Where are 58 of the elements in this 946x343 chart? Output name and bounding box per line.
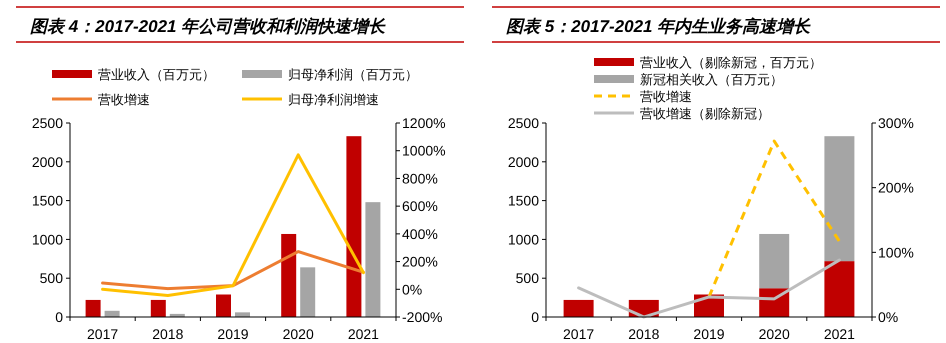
x-tick-label: 2020: [282, 326, 314, 342]
y-tick-label: 1500: [508, 192, 540, 209]
y2-tick-label: 300%: [878, 115, 914, 131]
y-tick-label: 1500: [32, 192, 64, 209]
line-series: [577, 258, 841, 318]
y2-tick-label: 1200%: [402, 115, 446, 131]
bar: [346, 136, 362, 317]
y2-tick-label: -200%: [402, 309, 442, 325]
legend-label: 归母净利润增速: [288, 92, 379, 107]
x-tick-label: 2017: [87, 326, 118, 342]
y-tick-label: 1000: [508, 231, 540, 248]
bar: [824, 136, 854, 262]
y2-tick-label: 100%: [878, 244, 914, 260]
legend-label: 营收增速（剔除新冠）: [640, 106, 770, 121]
legend-label: 营业收入（百万元）: [98, 67, 215, 82]
y-tick-label: 2000: [508, 154, 540, 170]
x-tick-label: 2020: [758, 326, 790, 342]
chart-title: 图表 5：2017-2021 年内生业务高速增长: [506, 17, 812, 36]
y-tick-label: 500: [516, 270, 540, 286]
bar: [86, 300, 101, 317]
x-tick-label: 2021: [824, 326, 856, 342]
line-series: [101, 250, 365, 290]
x-tick-label: 2021: [348, 326, 380, 342]
chart-title: 图表 4：2017-2021 年公司营收和利润快速增长: [30, 17, 386, 36]
legend-label: 新冠相关收入（百万元）: [640, 72, 783, 87]
y2-tick-label: 600%: [402, 198, 438, 214]
x-tick-label: 2019: [693, 326, 725, 342]
y-tick-label: 2500: [508, 115, 540, 131]
bar: [824, 261, 854, 317]
y2-tick-label: 400%: [402, 226, 438, 242]
x-tick-label: 2019: [217, 326, 249, 342]
bar: [759, 234, 790, 288]
legend-label: 营收增速: [98, 92, 150, 107]
y2-tick-label: 0%: [878, 309, 898, 325]
x-tick-label: 2018: [628, 326, 660, 342]
y-tick-label: 2000: [32, 154, 64, 170]
bar: [281, 234, 296, 317]
y-tick-label: 0: [55, 309, 64, 325]
line-series: [101, 153, 365, 298]
y-tick-label: 2500: [32, 115, 64, 131]
y2-tick-label: 200%: [878, 180, 914, 196]
y2-tick-label: 200%: [402, 254, 438, 270]
x-tick-label: 2017: [563, 326, 594, 342]
legend-label: 归母净利润（百万元）: [288, 67, 418, 82]
y-tick-label: 0: [531, 309, 540, 325]
y2-tick-label: 1000%: [402, 142, 446, 159]
bar: [365, 202, 380, 317]
bar: [300, 267, 316, 317]
y2-tick-label: 800%: [402, 170, 438, 186]
bar: [216, 294, 231, 317]
y2-tick-label: 0%: [402, 281, 422, 298]
y-tick-label: 500: [40, 270, 64, 286]
legend-label: 营收增速: [640, 89, 692, 104]
x-tick-label: 2018: [152, 326, 184, 342]
bar: [564, 300, 594, 317]
bar: [150, 300, 166, 317]
legend-label: 营业收入（剔除新冠，百万元）: [640, 55, 822, 70]
y-tick-label: 1000: [32, 231, 64, 248]
